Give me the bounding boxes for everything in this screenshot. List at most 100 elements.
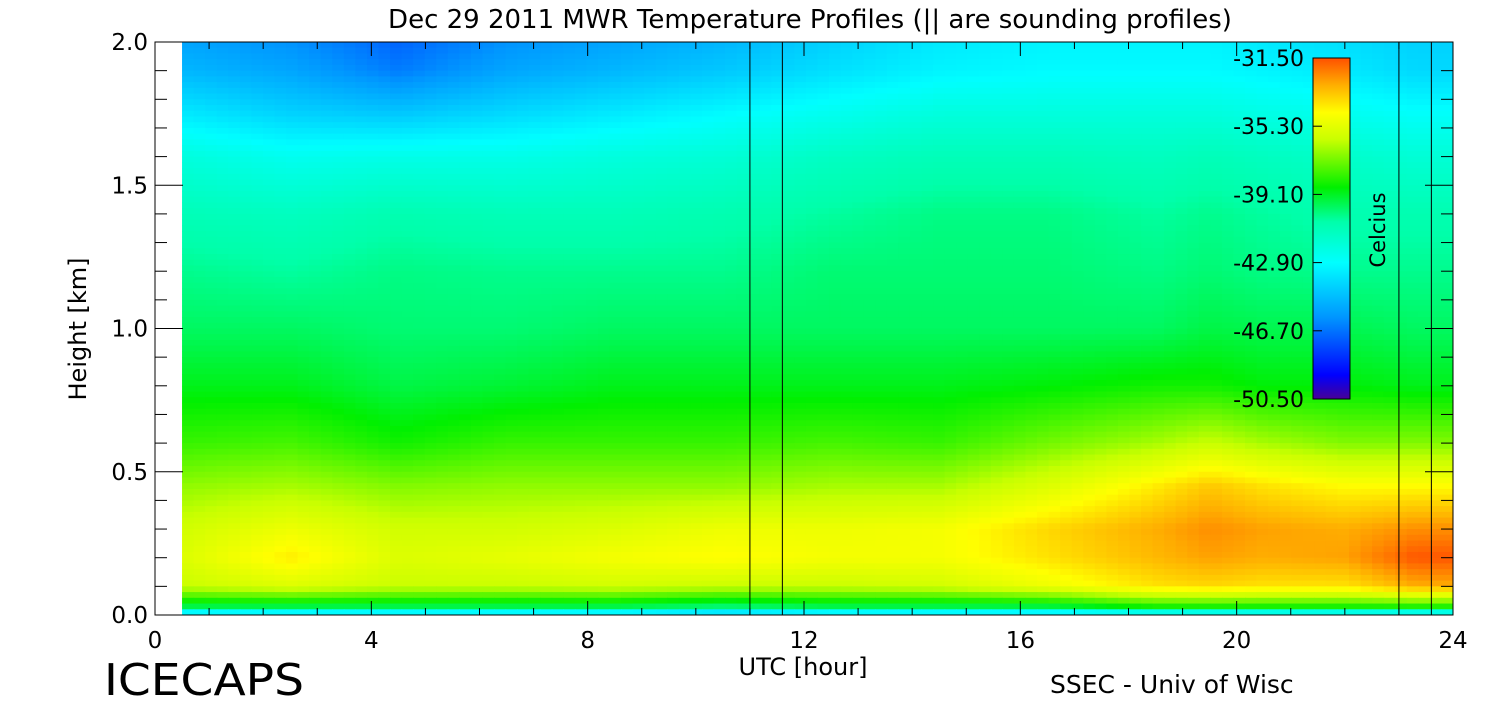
heatmap-cell [390,225,403,232]
heatmap-cell [1279,47,1292,55]
heatmap-cell [366,116,380,123]
heatmap-cell [956,271,969,278]
heatmap-cell [563,64,576,72]
heatmap-cell [817,265,830,272]
heatmap-cell [447,271,460,278]
heatmap-cell [632,259,645,267]
heatmap-cell [182,156,195,163]
heatmap-cell [1141,99,1154,106]
heatmap-cell [1083,254,1096,261]
heatmap-cell [424,122,437,129]
heatmap-cell [667,145,680,152]
heatmap-cell [1383,282,1396,289]
heatmap-cell [239,47,252,55]
heatmap-cell [990,110,1003,118]
heatmap-cell [309,76,322,83]
heatmap-cell [1198,59,1211,66]
heatmap-cell [1048,202,1061,209]
heatmap-cell [1071,156,1084,163]
heatmap-cell [528,208,541,215]
heatmap-cell [909,231,923,238]
heatmap-cell [586,116,599,123]
heatmap-cell [1325,47,1339,55]
heatmap-cell [1048,173,1061,181]
heatmap-cell [470,76,484,83]
heatmap-cell [378,156,391,163]
heatmap-cell [967,294,980,301]
heatmap-cell [251,219,264,226]
heatmap-cell [355,93,368,100]
heatmap-cell [286,70,299,77]
heatmap-cell [193,294,206,301]
heatmap-cell [586,82,599,89]
heatmap-cell [390,173,403,181]
heatmap-cell [1060,225,1073,232]
heatmap-cell [366,185,380,192]
heatmap-cell [909,133,923,141]
heatmap-cell [979,116,992,123]
heatmap-cell [1245,294,1258,301]
heatmap-cell [286,162,299,169]
heatmap-cell [1048,42,1061,49]
heatmap-cell [1198,82,1211,89]
heatmap-cell [956,127,969,135]
heatmap-cell [447,139,460,146]
heatmap-cell [528,276,541,284]
heatmap-cell [1395,271,1408,278]
heatmap-cell [990,162,1003,169]
heatmap-cell [621,53,634,60]
heatmap-cell [528,288,541,295]
heatmap-cell [678,145,692,152]
heatmap-cell [852,168,865,175]
heatmap-cell [759,99,772,106]
heatmap-cell [182,231,195,238]
heatmap-cell [470,242,484,249]
heatmap-cell [898,76,911,83]
heatmap-cell [1164,236,1177,244]
heatmap-cell [921,190,934,198]
heatmap-cell [771,213,784,221]
heatmap-cell [817,202,830,209]
heatmap-cell [286,225,299,232]
heatmap-cell [748,76,761,83]
heatmap-cell [597,271,611,278]
heatmap-cell [274,42,287,49]
heatmap-cell [597,179,611,186]
heatmap-cell [667,76,680,83]
heatmap-cell [1037,282,1050,289]
heatmap-cell [597,231,611,238]
heatmap-cell [713,47,726,55]
heatmap-cell [239,156,252,163]
heatmap-cell [1245,173,1258,181]
heatmap-cell [401,82,414,89]
heatmap-cell [1221,105,1235,112]
heatmap-cell [909,196,923,204]
heatmap-cell [286,288,299,295]
heatmap-cell [759,70,772,77]
heatmap-cell [748,168,761,175]
heatmap-cell [1025,202,1038,209]
heatmap-cell [494,133,507,141]
heatmap-cell [840,156,853,163]
heatmap-cell [1152,282,1165,289]
heatmap-cell [1071,248,1084,255]
heatmap-cell [1279,208,1292,215]
heatmap-cell [401,122,414,129]
heatmap-cell [967,110,980,118]
heatmap-cell [1221,110,1235,118]
heatmap-cell [1268,202,1281,209]
heatmap-cell [309,276,322,284]
heatmap-cell [470,248,484,255]
heatmap-cell [540,133,553,141]
heatmap-cell [1060,168,1073,175]
heatmap-cell [725,282,738,289]
heatmap-cell [771,110,784,118]
heatmap-cell [1071,150,1084,158]
heatmap-cell [1129,47,1142,55]
heatmap-cell [1060,116,1073,123]
heatmap-cell [551,156,564,163]
heatmap-cell [343,82,356,89]
heatmap-cell [343,213,356,221]
heatmap-cell [1071,53,1084,60]
heatmap-cell [297,265,310,272]
